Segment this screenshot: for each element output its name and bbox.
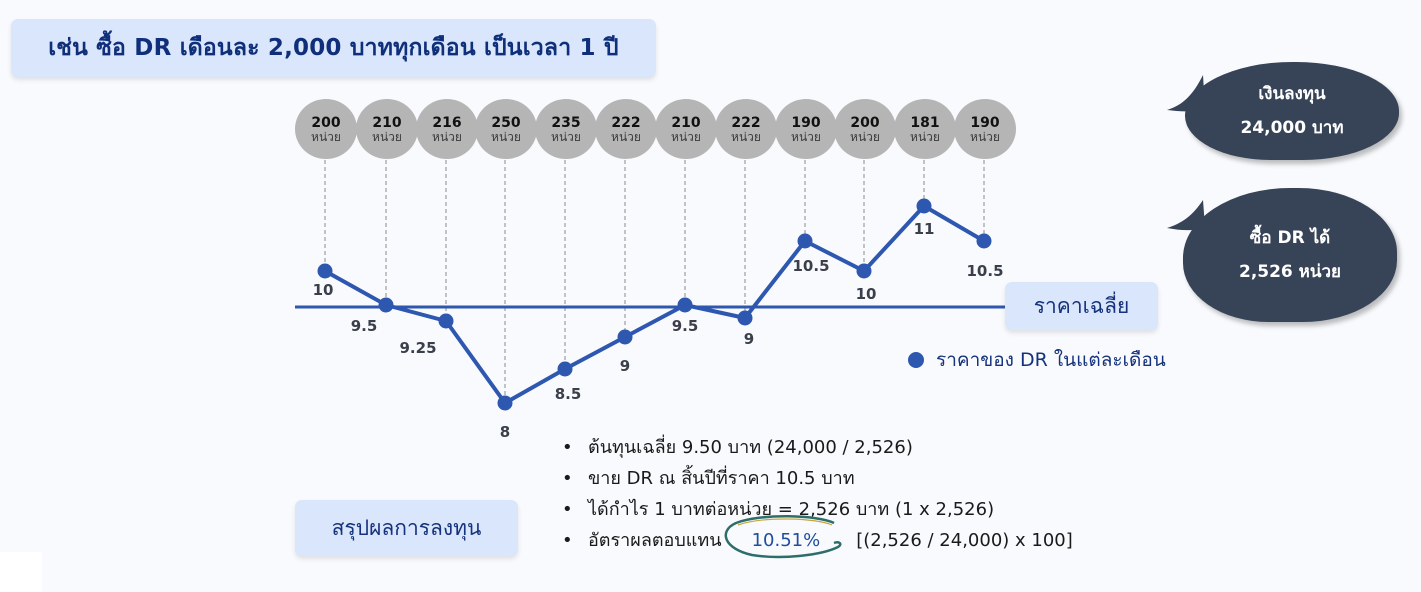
unit-count-bubble: 235 หน่วย bbox=[535, 99, 597, 159]
bullet-return-rate: • อัตราผลตอบแทน 10.51% [(2,526 / 24,000) x … bbox=[562, 514, 1073, 559]
return-rate-value-wrap: 10.51% bbox=[724, 514, 842, 559]
units-callout-title: ซื้อ DR ได้ bbox=[1249, 228, 1331, 248]
unit-count: 235 bbox=[551, 115, 581, 131]
unit-count-bubble: 216 หน่วย bbox=[416, 99, 478, 159]
price-value-label: 9 bbox=[743, 330, 755, 348]
unit-count-bubble: 222 หน่วย bbox=[715, 99, 777, 159]
price-point bbox=[677, 297, 693, 313]
legend-marker-icon bbox=[908, 352, 924, 368]
unit-count: 216 bbox=[432, 115, 462, 131]
page-title: เช่น ซื้อ DR เดือนละ 2,000 บาททุกเดือน เ… bbox=[48, 35, 619, 61]
unit-suffix: หน่วย bbox=[551, 130, 581, 144]
unit-suffix: หน่วย bbox=[850, 130, 880, 144]
unit-count-bubble: 200 หน่วย bbox=[834, 99, 896, 159]
unit-count: 222 bbox=[731, 115, 761, 131]
units-callout-value: 2,526 หน่วย bbox=[1238, 262, 1342, 282]
unit-count-bubble: 190 หน่วย bbox=[775, 99, 837, 159]
investment-callout: เงินลงทุน 24,000 บาท bbox=[1185, 62, 1399, 160]
bullet-sell-price: • ขาย DR ณ สิ้นปีที่ราคา 10.5 บาท bbox=[562, 468, 855, 489]
unit-count-bubble: 210 หน่วย bbox=[356, 99, 418, 159]
legend-label: ราคาของ DR ในแต่ละเดือน bbox=[936, 349, 1166, 371]
price-value-label: 8 bbox=[499, 423, 511, 441]
price-points bbox=[317, 198, 992, 411]
bullet-average-cost: • ต้นทุนเฉลี่ย 9.50 บาท (24,000 / 2,526) bbox=[562, 437, 913, 458]
investment-callout-value: 24,000 บาท bbox=[1240, 118, 1344, 138]
unit-suffix: หน่วย bbox=[491, 130, 521, 144]
unit-suffix: หน่วย bbox=[372, 130, 402, 144]
unit-count: 210 bbox=[671, 115, 701, 131]
callout-tail-icon bbox=[1167, 200, 1205, 231]
price-value-label: 10 bbox=[855, 285, 877, 303]
title-banner: เช่น ซื้อ DR เดือนละ 2,000 บาททุกเดือน เ… bbox=[11, 19, 656, 77]
price-value-label: 9.25 bbox=[399, 339, 437, 357]
unit-count-bubble: 190 หน่วย bbox=[954, 99, 1016, 159]
price-point bbox=[797, 233, 813, 249]
dashed-guides bbox=[324, 160, 985, 403]
price-value-label: 11 bbox=[913, 220, 935, 238]
highlight-circle-icon bbox=[724, 514, 842, 559]
summary-label-box: สรุปผลการลงทุน bbox=[295, 500, 518, 556]
price-point bbox=[438, 313, 454, 329]
bullet-text: อัตราผลตอบแทน bbox=[588, 530, 722, 551]
price-series-line bbox=[324, 204, 986, 405]
investment-callout-title: เงินลงทุน bbox=[1258, 84, 1326, 104]
unit-count-bubble: 250 หน่วย bbox=[475, 99, 537, 159]
corner-patch bbox=[0, 552, 42, 592]
price-point bbox=[378, 297, 394, 313]
price-value-label: 8.5 bbox=[554, 385, 582, 403]
summary-label: สรุปผลการลงทุน bbox=[331, 515, 482, 540]
unit-suffix: หน่วย bbox=[791, 130, 821, 144]
unit-count-bubble: 181 หน่วย bbox=[894, 99, 956, 159]
price-point bbox=[497, 395, 513, 411]
unit-count: 190 bbox=[791, 115, 821, 131]
price-value-label: 9.5 bbox=[350, 317, 378, 335]
unit-count-bubble: 210 หน่วย bbox=[655, 99, 717, 159]
unit-count: 190 bbox=[970, 115, 1000, 131]
price-point bbox=[916, 198, 932, 214]
legend: ราคาของ DR ในแต่ละเดือน bbox=[908, 345, 1166, 375]
bullet-text: ต้นทุนเฉลี่ย 9.50 บาท (24,000 / 2,526) bbox=[588, 437, 913, 458]
return-rate-value: 10.51% bbox=[751, 530, 821, 551]
price-point bbox=[737, 310, 753, 326]
unit-count: 222 bbox=[611, 115, 641, 131]
price-point bbox=[557, 361, 573, 377]
units-bought-callout: ซื้อ DR ได้ 2,526 หน่วย bbox=[1183, 188, 1397, 322]
unit-suffix: หน่วย bbox=[970, 130, 1000, 144]
price-value-label: 9 bbox=[619, 357, 631, 375]
bullet-text: ขาย DR ณ สิ้นปีที่ราคา 10.5 บาท bbox=[588, 468, 855, 489]
price-value-label: 10.5 bbox=[792, 257, 830, 275]
unit-count: 200 bbox=[311, 115, 341, 131]
average-price-label-box: ราคาเฉลี่ย bbox=[1005, 282, 1158, 330]
average-price-label: ราคาเฉลี่ย bbox=[1033, 293, 1130, 318]
unit-suffix: หน่วย bbox=[731, 130, 761, 144]
unit-count: 181 bbox=[910, 115, 940, 131]
price-point bbox=[617, 329, 633, 345]
bullet-text: ได้กำไร 1 บาทต่อหน่วย = 2,526 บาท (1 x 2… bbox=[588, 499, 995, 520]
unit-count: 200 bbox=[850, 115, 880, 131]
unit-count: 250 bbox=[491, 115, 521, 131]
unit-suffix: หน่วย bbox=[611, 130, 641, 144]
price-point bbox=[976, 233, 992, 249]
price-value-label: 10 bbox=[312, 281, 334, 299]
price-point bbox=[317, 263, 333, 279]
unit-suffix: หน่วย bbox=[311, 130, 341, 144]
bullet-profit: • ได้กำไร 1 บาทต่อหน่วย = 2,526 บาท (1 x … bbox=[562, 499, 995, 520]
price-value-label: 9.5 bbox=[671, 317, 699, 335]
summary-bullets: • ต้นทุนเฉลี่ย 9.50 บาท (24,000 / 2,526) … bbox=[562, 432, 1073, 559]
unit-suffix: หน่วย bbox=[910, 130, 940, 144]
unit-suffix: หน่วย bbox=[671, 130, 701, 144]
unit-suffix: หน่วย bbox=[432, 130, 462, 144]
price-point bbox=[856, 263, 872, 279]
unit-count-bubble: 222 หน่วย bbox=[595, 99, 657, 159]
price-value-label: 10.5 bbox=[966, 262, 1004, 280]
unit-count-bubble: 200 หน่วย bbox=[295, 99, 357, 159]
unit-count: 210 bbox=[372, 115, 402, 131]
bullet-text: [(2,526 / 24,000) x 100] bbox=[856, 530, 1073, 551]
